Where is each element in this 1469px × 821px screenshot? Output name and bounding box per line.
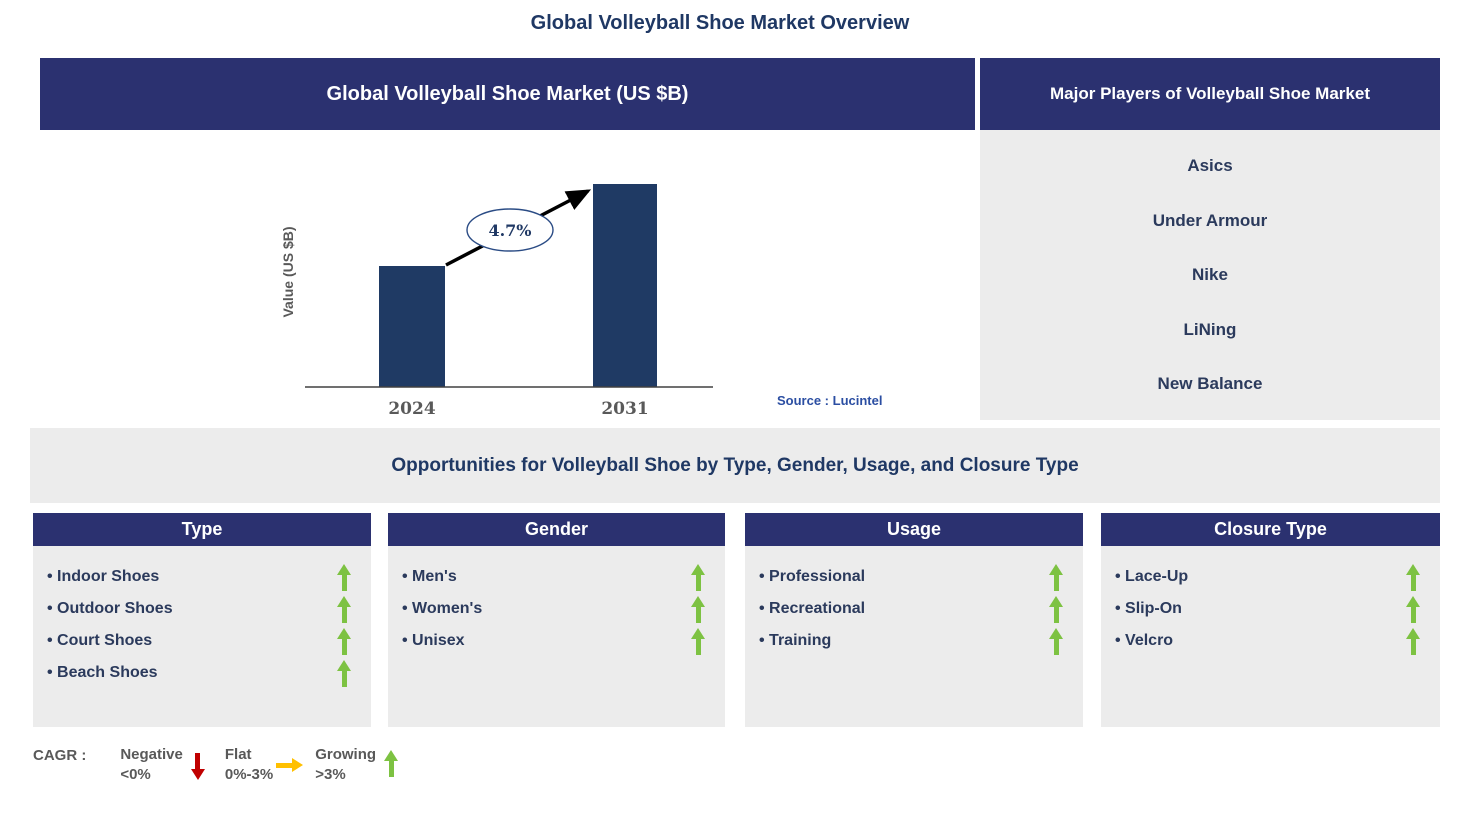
item-label: Indoor Shoes	[47, 568, 159, 586]
cagr-legend-prefix: CAGR :	[33, 747, 87, 764]
list-item: Unisex	[402, 625, 705, 657]
legend-entry-text: Growing >3%	[315, 745, 376, 785]
source-note: Source : Lucintel	[777, 393, 883, 408]
cagr-value: 4.7%	[488, 221, 531, 240]
growing-up-arrow-icon	[384, 750, 399, 780]
legend-entry-negative: Negative <0%	[120, 745, 205, 785]
item-label: Unisex	[402, 632, 464, 650]
chart-panel-header: Global Volleyball Shoe Market (US $B)	[40, 58, 975, 130]
player-name: New Balance	[1157, 374, 1263, 393]
trend-up-icon	[337, 659, 351, 687]
bar-2031	[593, 184, 657, 387]
legend-entry-flat: Flat 0%-3%	[225, 745, 295, 785]
bar-chart-svg: Value (US $B) 4.7% 2024 2031	[280, 184, 713, 419]
player-name: LiNing	[1183, 319, 1237, 339]
list-item: Lace-Up	[1115, 561, 1420, 593]
item-label: Court Shoes	[47, 632, 152, 650]
legend-entry-range: >3%	[315, 766, 346, 783]
cagr-ellipse	[466, 208, 554, 252]
opportunities-band-title: Opportunities for Volleyball Shoe by Typ…	[391, 454, 1079, 476]
column-body-gender: Men's Women's Unisex	[388, 546, 725, 727]
column-header-type: Type	[33, 513, 371, 546]
column-body-type: Indoor Shoes Outdoor Shoes Court Shoes B…	[33, 546, 371, 727]
column-body-closure-type: Lace-Up Slip-On Velcro	[1101, 546, 1440, 727]
column-body-usage: Professional Recreational Training	[745, 546, 1083, 727]
item-label: Professional	[759, 568, 865, 586]
item-label: Beach Shoes	[47, 664, 157, 682]
column-header-gender: Gender	[388, 513, 725, 546]
legend-entry-label: Negative	[120, 746, 183, 763]
trend-up-icon	[691, 627, 705, 655]
legend-entry-range: <0%	[120, 766, 151, 783]
item-label: Velcro	[1115, 632, 1173, 650]
player-name: Asics	[1187, 156, 1233, 175]
item-label: Women's	[402, 600, 482, 618]
flat-right-arrow-icon	[273, 758, 303, 772]
list-item: Slip-On	[1115, 593, 1420, 625]
players-list: Asics Under Armour Nike LiNing New Balan…	[980, 130, 1440, 420]
column-header-usage: Usage	[745, 513, 1083, 546]
players-panel-title: Major Players of Volleyball Shoe Market	[1050, 83, 1370, 103]
trend-up-icon	[1406, 563, 1420, 591]
x-tick-2024: 2024	[388, 399, 435, 419]
list-item: Outdoor Shoes	[47, 593, 351, 625]
chart-panel-title: Global Volleyball Shoe Market (US $B)	[326, 82, 689, 105]
negative-down-arrow-icon	[191, 750, 205, 780]
trend-up-icon	[1406, 627, 1420, 655]
item-label: Recreational	[759, 600, 865, 618]
opportunities-band: Opportunities for Volleyball Shoe by Typ…	[30, 428, 1440, 503]
player-name: Nike	[1192, 265, 1228, 284]
list-item: Professional	[759, 561, 1063, 593]
list-item: Women's	[402, 593, 705, 625]
opportunity-column-usage: Usage Professional Recreational Training	[745, 513, 1083, 727]
trend-up-icon	[691, 563, 705, 591]
trend-up-icon	[337, 627, 351, 655]
legend-entry-text: Flat 0%-3%	[225, 745, 273, 785]
legend-entry-range: 0%-3%	[224, 766, 274, 783]
column-header-closure-type: Closure Type	[1101, 513, 1440, 546]
trend-up-icon	[691, 595, 705, 623]
trend-up-icon	[337, 595, 351, 623]
x-tick-2031: 2031	[601, 399, 648, 419]
y-axis-label: Value (US $B)	[280, 226, 296, 317]
item-label: Outdoor Shoes	[47, 600, 173, 618]
item-label: Lace-Up	[1115, 568, 1188, 586]
legend-entry-label: Growing	[315, 746, 377, 763]
player-name: Under Armour	[1152, 210, 1268, 230]
trend-up-icon	[1049, 627, 1063, 655]
list-item: Men's	[402, 561, 705, 593]
list-item: Court Shoes	[47, 625, 351, 657]
list-item: Beach Shoes	[47, 657, 351, 689]
list-item: Velcro	[1115, 625, 1420, 657]
page-title: Global Volleyball Shoe Market Overview	[530, 12, 910, 34]
trend-up-icon	[1406, 595, 1420, 623]
item-label: Men's	[402, 568, 457, 586]
opportunity-column-closure-type: Closure Type Lace-Up Slip-On Velcro	[1101, 513, 1440, 727]
legend-entry-growing: Growing >3%	[315, 745, 399, 785]
item-label: Slip-On	[1115, 600, 1182, 618]
trend-up-icon	[1049, 563, 1063, 591]
market-bar-chart: Value (US $B) 4.7% 2024 2031 Source : Lu…	[40, 130, 975, 425]
legend-entry-text: Negative <0%	[120, 745, 183, 785]
list-item: Recreational	[759, 593, 1063, 625]
trend-up-icon	[1049, 595, 1063, 623]
trend-up-icon	[337, 563, 351, 591]
list-item: Training	[759, 625, 1063, 657]
opportunity-column-gender: Gender Men's Women's Unisex	[388, 513, 725, 727]
players-panel-header: Major Players of Volleyball Shoe Market	[980, 58, 1440, 130]
major-players-panel: Major Players of Volleyball Shoe Market …	[980, 58, 1440, 420]
item-label: Training	[759, 632, 831, 650]
bar-2024	[379, 266, 445, 387]
legend-entry-label: Flat	[224, 746, 252, 763]
cagr-legend: CAGR : Negative <0% Flat 0%-3% Growing >…	[33, 745, 418, 785]
opportunity-column-type: Type Indoor Shoes Outdoor Shoes Court Sh…	[33, 513, 371, 727]
list-item: Indoor Shoes	[47, 561, 351, 593]
